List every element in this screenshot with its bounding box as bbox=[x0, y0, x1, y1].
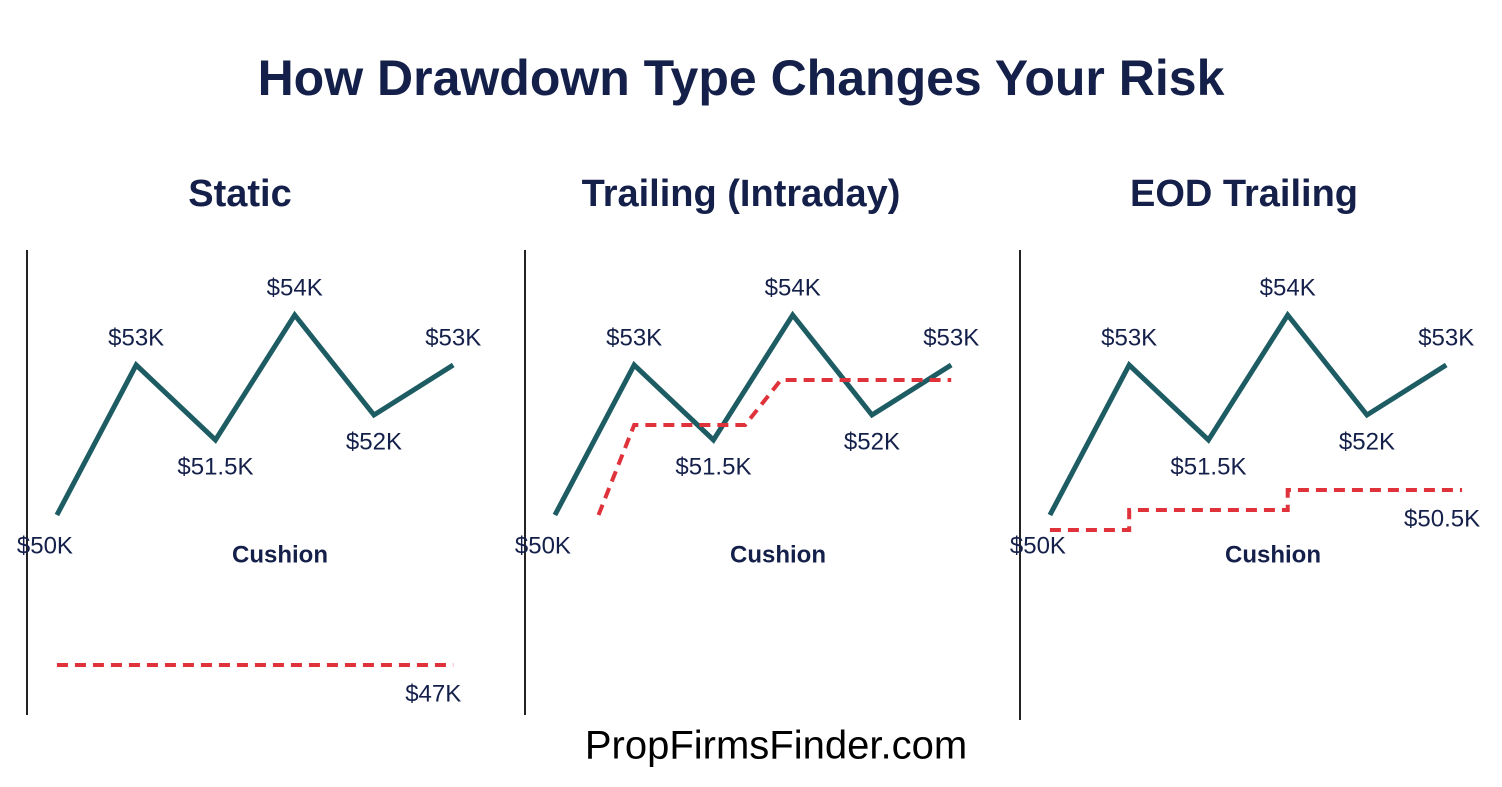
value-label: $51.5K bbox=[177, 453, 253, 480]
panel-title: Static bbox=[188, 173, 291, 215]
balance-line bbox=[54, 310, 455, 517]
value-label: $50K bbox=[1010, 532, 1066, 559]
balance-line bbox=[1047, 310, 1448, 517]
footer: PropFirmsFinder.com bbox=[585, 724, 967, 768]
balance-line bbox=[552, 310, 953, 517]
value-label: $52K bbox=[346, 428, 402, 455]
cushion-label: Cushion bbox=[232, 541, 328, 568]
cushion-label: Cushion bbox=[730, 541, 826, 568]
value-label: $53K bbox=[425, 324, 481, 351]
value-label: $52K bbox=[844, 428, 900, 455]
cushion-label: Cushion bbox=[1225, 541, 1321, 568]
drawdown-line bbox=[1049, 488, 1463, 532]
panel-title: EOD Trailing bbox=[1130, 173, 1358, 215]
drawdown-line bbox=[596, 378, 952, 516]
value-label: $53K bbox=[923, 324, 979, 351]
value-label: $53K bbox=[606, 324, 662, 351]
value-label: $51.5K bbox=[1170, 453, 1246, 480]
main-title: How Drawdown Type Changes Your Risk bbox=[258, 50, 1225, 106]
value-label: $47K bbox=[405, 680, 461, 707]
value-label: $53K bbox=[1101, 324, 1157, 351]
value-label: $50K bbox=[17, 532, 73, 559]
value-label: $53K bbox=[1418, 324, 1474, 351]
value-label: $54K bbox=[1260, 274, 1316, 301]
panel-title: Trailing (Intraday) bbox=[582, 173, 901, 215]
value-label: $53K bbox=[108, 324, 164, 351]
value-label: $51.5K bbox=[675, 453, 751, 480]
value-label: $54K bbox=[267, 274, 323, 301]
value-label: $50K bbox=[515, 532, 571, 559]
value-label: $54K bbox=[765, 274, 821, 301]
value-label: $50.5K bbox=[1404, 505, 1480, 532]
value-label: $52K bbox=[1339, 428, 1395, 455]
